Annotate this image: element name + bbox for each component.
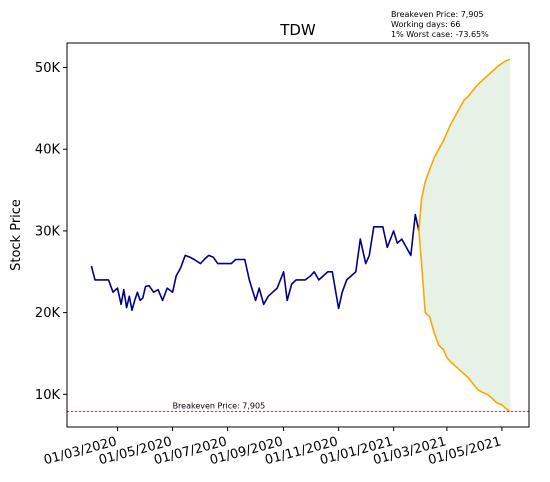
series-line-upper bbox=[418, 58, 511, 231]
forecast-band bbox=[418, 59, 511, 412]
plot-area bbox=[67, 58, 529, 413]
breakeven-price-note: Breakeven Price: 7,905 bbox=[391, 10, 484, 19]
chart-title: TDW bbox=[279, 21, 316, 39]
series-group bbox=[90, 58, 511, 413]
y-tick-label: 50K bbox=[35, 61, 61, 76]
working-days-note: Working days: 66 bbox=[391, 20, 460, 29]
y-tick-label: 20K bbox=[35, 306, 61, 321]
axes-frame bbox=[66, 42, 530, 428]
breakeven-label: Breakeven Price: 7,905 bbox=[173, 401, 266, 410]
stats-annotation: Breakeven Price: 7,905 Working days: 66 … bbox=[391, 10, 489, 39]
worst-case-note: 1% Worst case: -73.65% bbox=[391, 30, 489, 39]
y-axis-label: Stock Price bbox=[9, 199, 24, 271]
series-line-price bbox=[90, 213, 420, 312]
y-axis: 10K 20K 30K 40K 50K bbox=[35, 61, 67, 403]
series-line-lower bbox=[418, 230, 511, 413]
y-tick-label: 40K bbox=[35, 143, 61, 158]
y-tick-label: 10K bbox=[35, 388, 61, 403]
y-tick-label: 30K bbox=[35, 224, 61, 239]
